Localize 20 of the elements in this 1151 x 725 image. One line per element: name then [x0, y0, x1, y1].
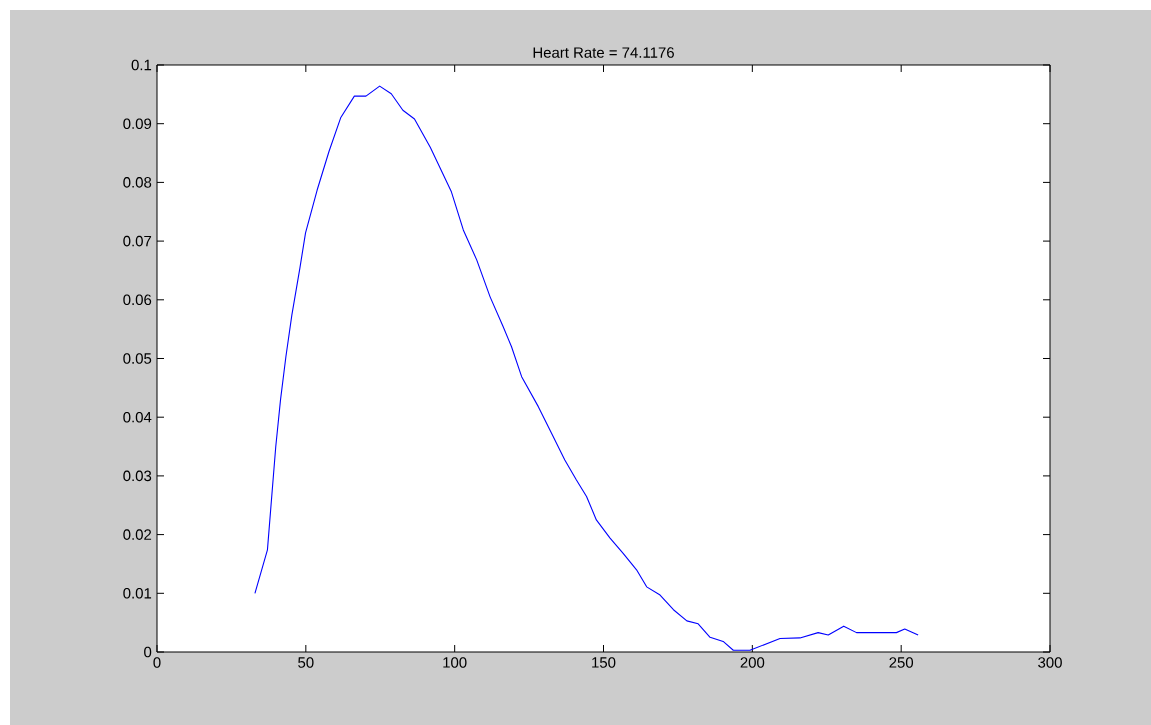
y-tick-label: 0.04 — [123, 411, 152, 423]
y-tick-label: 0.09 — [123, 118, 152, 129]
y-tick-label: 0.07 — [123, 235, 152, 247]
chart-title: Heart Rate = 74.1176 — [533, 47, 674, 58]
y-tick-label: 0.03 — [123, 470, 152, 482]
x-tick-label: 300 — [1038, 657, 1062, 668]
y-tick-label: 0.06 — [123, 294, 152, 306]
x-tick-label: 0 — [153, 657, 161, 668]
y-tick-label: 0.01 — [123, 588, 152, 599]
x-tick-label: 100 — [443, 657, 467, 668]
y-tick-label: 0.1 — [131, 59, 152, 71]
y-tick-label: 0.08 — [123, 177, 152, 188]
x-tick-label: 150 — [592, 657, 616, 668]
y-tick-label: 0.05 — [123, 353, 152, 364]
y-tick-label: 0 — [144, 646, 152, 658]
y-tick-label: 0.02 — [123, 529, 152, 540]
line-series — [254, 85, 919, 651]
x-tick-label: 250 — [889, 657, 914, 668]
x-tick-label: 50 — [298, 657, 314, 668]
x-tick-label: 200 — [740, 657, 765, 668]
